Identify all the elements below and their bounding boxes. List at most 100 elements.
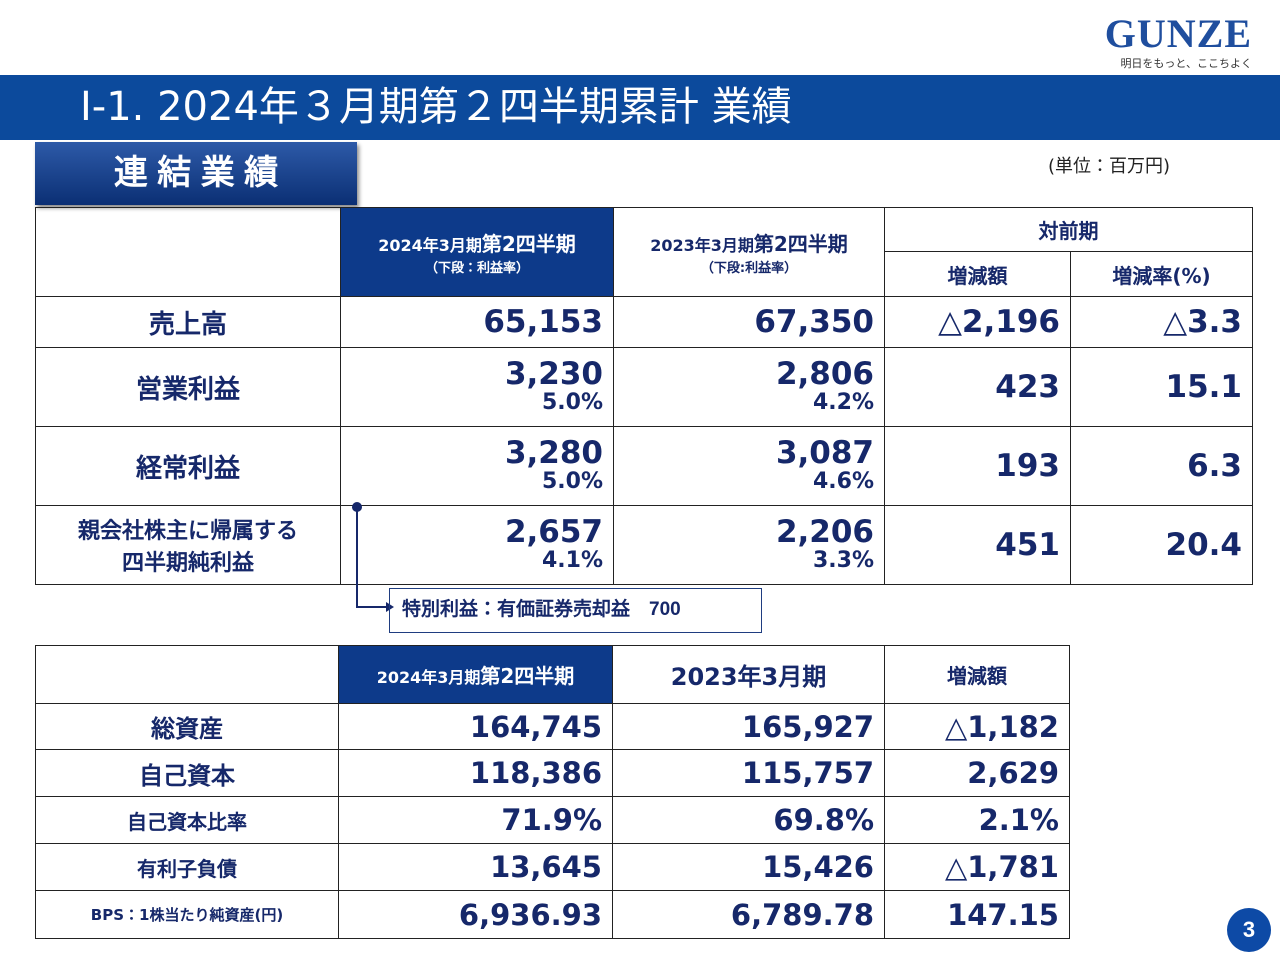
data-row: BPS：1株当たり純資産(円) 6,936.93 6,789.78 147.15 (35, 890, 1070, 939)
value: 3,087 (775, 435, 874, 471)
title: Ⅰ-1. 2024年３月期第２四半期累計 業績 (80, 84, 792, 130)
data-row: 親会社株主に帰属する 四半期純利益 2,657 4.1% 2,206 3.3% 451 20.… (35, 505, 1253, 585)
balance-table: 2024年3月期第2四半期 2023年3月期 増減額 総資産 164,745 165… (35, 645, 1070, 939)
value-cell: 67,350 (613, 296, 885, 348)
header-text: 2024年3月期 (376, 668, 481, 687)
header-previous: 2023年3月期 (612, 645, 885, 704)
value: 67,350 (754, 304, 874, 340)
header-change: 増減額 (884, 645, 1070, 704)
current: 71.9% (338, 796, 613, 844)
data-row: 総資産 164,745 165,927 △1,182 (35, 703, 1070, 750)
header-text: 第2四半期 (481, 232, 576, 256)
margin: 4.6% (812, 469, 874, 494)
header-empty (35, 645, 339, 704)
data-row: 自己資本 118,386 115,757 2,629 (35, 749, 1070, 797)
value: 65,153 (483, 304, 603, 340)
change: △2,196 (884, 296, 1071, 348)
header-current: 2024年3月期第2四半期 (338, 645, 613, 704)
value: 3,280 (504, 435, 603, 471)
header-current: 2024年3月期第2四半期 （下段：利益率） (340, 207, 614, 297)
header-empty (35, 207, 341, 297)
label-line: 売上高 (148, 309, 227, 340)
value-cell: 3,087 4.6% (613, 426, 885, 506)
value-cell: 3,230 5.0% (340, 347, 614, 427)
data-row: 営業利益 3,230 5.0% 2,806 4.2% 423 15.1 (35, 347, 1253, 427)
margin: 4.1% (541, 548, 603, 573)
row-label: 有利子負債 (35, 843, 339, 891)
value: 2,657 (504, 514, 603, 550)
data-row: 有利子負債 13,645 15,426 △1,781 (35, 843, 1070, 891)
note: 特別利益：有価証券売却益 700 (389, 588, 762, 633)
row-label: 自己資本比率 (35, 796, 339, 844)
change: 451 (884, 505, 1071, 585)
current: 118,386 (338, 749, 613, 797)
rate: 20.4 (1070, 505, 1253, 585)
value: 3,230 (504, 356, 603, 392)
change: △1,182 (884, 703, 1070, 750)
rate: 15.1 (1070, 347, 1253, 427)
header-sub: （下段:利益率） (700, 261, 798, 276)
header-row: 増減額 増減率(%) (36, 251, 1253, 297)
previous: 15,426 (612, 843, 885, 891)
margin: 5.0% (541, 469, 603, 494)
margin: 4.2% (812, 390, 874, 415)
logo-name: GUNZE (1104, 11, 1252, 56)
row-label: 総資産 (35, 703, 339, 750)
value: 2,806 (775, 356, 874, 392)
value-cell: 2,806 4.2% (613, 347, 885, 427)
row-label: 自己資本 (35, 749, 339, 797)
title-bar: Ⅰ-1. 2024年３月期第２四半期累計 業績 (0, 75, 1280, 140)
row-label: 売上高 (35, 296, 341, 348)
note-connector (352, 502, 394, 612)
label-line: 経常利益 (135, 453, 240, 484)
data-row: 自己資本比率 71.9% 69.8% 2.1% (35, 796, 1070, 844)
change: 147.15 (884, 890, 1070, 939)
value-cell: 3,280 5.0% (340, 426, 614, 506)
previous: 115,757 (612, 749, 885, 797)
margin: 3.3% (812, 548, 874, 573)
header-previous: 2023年3月期第2四半期 （下段:利益率） (613, 207, 885, 297)
page-number: 3 (1227, 908, 1271, 952)
row-label: 親会社株主に帰属する 四半期純利益 (35, 505, 341, 585)
data-row: 経常利益 3,280 5.0% 3,087 4.6% 193 6.3 (35, 426, 1253, 506)
rate: 6.3 (1070, 426, 1253, 506)
value-cell: 2,657 4.1% (340, 505, 614, 585)
previous: 6,789.78 (612, 890, 885, 939)
label-line: 四半期純利益 (121, 551, 254, 576)
current: 164,745 (338, 703, 613, 750)
change: △1,781 (884, 843, 1070, 891)
previous: 165,927 (612, 703, 885, 750)
header-sub: （下段：利益率） (424, 261, 529, 276)
change: 193 (884, 426, 1071, 506)
label-line: 営業利益 (135, 374, 240, 405)
header-rate: 増減率(%) (1070, 251, 1253, 297)
change: 2,629 (884, 749, 1070, 797)
header-text: 第2四半期 (753, 232, 848, 256)
previous: 69.8% (612, 796, 885, 844)
logo-tagline: 明日をもっと、ここちよく (1120, 57, 1252, 70)
row-label: BPS：1株当たり純資産(円) (35, 890, 339, 939)
section-tab: 連 結 業 績 (35, 142, 357, 205)
change: 423 (884, 347, 1071, 427)
current: 6,936.93 (338, 890, 613, 939)
header-yoy: 対前期 (884, 207, 1253, 252)
header-text: 第2四半期 (480, 664, 575, 688)
header-change: 増減額 (884, 251, 1071, 297)
header-row: 2024年3月期第2四半期 （下段：利益率） 2023年3月期第2四半期 （下段:利… (35, 207, 1253, 297)
header-text: 2023年3月期 (650, 236, 754, 255)
header-text: 2024年3月期 (378, 236, 482, 255)
unit: (単位：百万円) (1048, 156, 1171, 177)
current: 13,645 (338, 843, 613, 891)
value: 2,206 (775, 514, 874, 550)
rate: △3.3 (1070, 296, 1253, 348)
value-cell: 65,153 (340, 296, 614, 348)
value-cell: 2,206 3.3% (613, 505, 885, 585)
change: 2.1% (884, 796, 1070, 844)
results-table: 2024年3月期第2四半期 （下段：利益率） 2023年3月期第2四半期 （下段:利… (35, 207, 1253, 585)
header-row: 2024年3月期第2四半期 2023年3月期 増減額 (35, 645, 1070, 704)
data-row: 売上高 65,153 67,350 △2,196 △3.3 (35, 296, 1253, 348)
row-label: 営業利益 (35, 347, 341, 427)
row-label: 経常利益 (35, 426, 341, 506)
label-line: 親会社株主に帰属する (77, 519, 298, 544)
